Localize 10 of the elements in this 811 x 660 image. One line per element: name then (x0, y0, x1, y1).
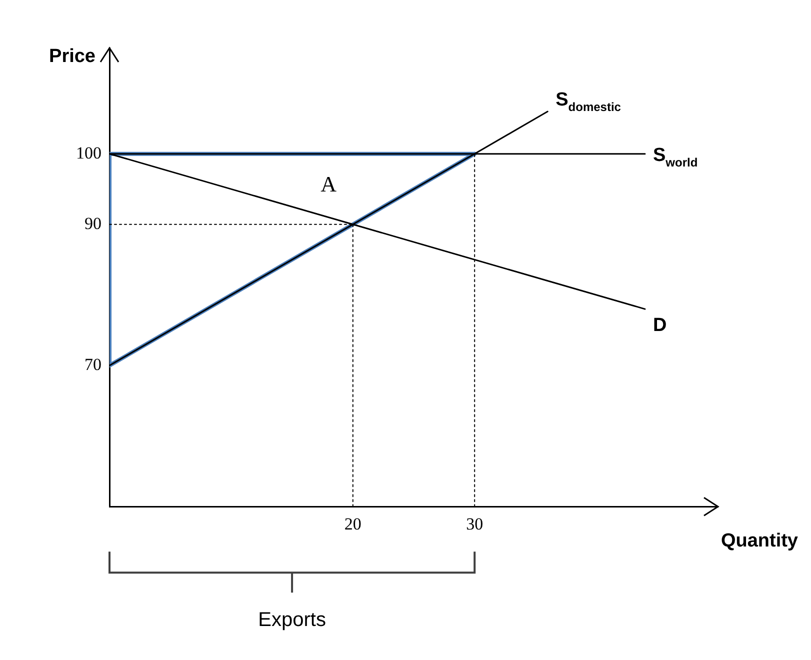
x-tick-label: 20 (344, 514, 362, 534)
x-tick-label: 30 (466, 514, 484, 534)
annotation: A (320, 171, 337, 196)
y-tick-label: 100 (76, 143, 102, 162)
y-axis-title: Price (49, 46, 96, 67)
y-tick-label: 90 (84, 214, 102, 233)
x-axis-title: Quantity (720, 530, 798, 552)
series-label: D (652, 315, 667, 336)
y-tick-label: 70 (84, 354, 102, 374)
text: Exports (258, 609, 326, 632)
